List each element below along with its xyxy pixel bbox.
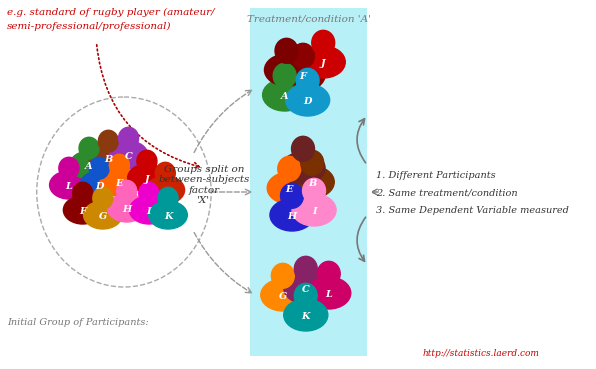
Text: J: J (321, 59, 325, 68)
Circle shape (278, 156, 301, 181)
Text: B: B (308, 179, 316, 188)
Text: L: L (66, 182, 72, 191)
Text: A: A (85, 162, 93, 171)
Ellipse shape (89, 144, 128, 172)
Ellipse shape (284, 272, 328, 304)
Circle shape (291, 136, 315, 161)
Text: D: D (95, 182, 104, 191)
Text: A: A (281, 92, 288, 101)
Text: F: F (79, 207, 86, 216)
Ellipse shape (107, 194, 146, 222)
Circle shape (158, 187, 178, 209)
Circle shape (59, 157, 79, 179)
Text: K: K (302, 312, 310, 321)
Ellipse shape (285, 84, 330, 116)
Ellipse shape (83, 201, 122, 229)
Circle shape (89, 157, 109, 179)
Circle shape (139, 182, 159, 204)
Circle shape (281, 183, 303, 208)
Text: K: K (164, 212, 172, 221)
Circle shape (275, 38, 298, 63)
Text: Initial Group of Participants:: Initial Group of Participants: (7, 318, 149, 327)
Ellipse shape (281, 59, 325, 91)
Circle shape (296, 68, 319, 93)
Text: C: C (125, 152, 132, 161)
Ellipse shape (128, 164, 166, 192)
Ellipse shape (80, 171, 119, 199)
Circle shape (109, 154, 129, 176)
Circle shape (301, 150, 324, 175)
Ellipse shape (281, 152, 325, 184)
Text: D: D (303, 97, 312, 106)
Circle shape (303, 178, 325, 203)
Ellipse shape (49, 171, 88, 199)
Circle shape (117, 180, 136, 202)
Ellipse shape (301, 46, 345, 78)
Circle shape (93, 187, 113, 209)
Circle shape (291, 43, 315, 68)
Text: I: I (147, 207, 151, 216)
Circle shape (155, 162, 175, 184)
Text: E: E (285, 185, 293, 194)
Ellipse shape (267, 172, 311, 204)
Text: H: H (122, 205, 131, 214)
Ellipse shape (63, 196, 102, 224)
Ellipse shape (109, 141, 148, 169)
Ellipse shape (290, 166, 334, 198)
Text: 3. Same Dependent Variable measured: 3. Same Dependent Variable measured (377, 206, 569, 214)
Ellipse shape (292, 194, 336, 226)
Text: F: F (300, 72, 306, 81)
Circle shape (294, 256, 317, 281)
Circle shape (137, 150, 157, 172)
Text: B: B (104, 155, 113, 164)
Circle shape (271, 263, 294, 288)
Circle shape (98, 130, 119, 152)
Circle shape (317, 261, 340, 286)
Text: J: J (145, 175, 149, 184)
Ellipse shape (129, 196, 168, 224)
Ellipse shape (307, 277, 351, 309)
Text: Groups split on
between-subjects
factor
'X': Groups split on between-subjects factor … (158, 165, 250, 205)
Ellipse shape (100, 168, 139, 196)
Text: H: H (287, 212, 297, 221)
Ellipse shape (149, 201, 187, 229)
Ellipse shape (261, 279, 305, 311)
Text: G: G (99, 212, 107, 221)
Circle shape (312, 30, 335, 55)
Text: 2. Same treatment/condition: 2. Same treatment/condition (377, 189, 518, 197)
Text: I: I (312, 207, 316, 216)
Ellipse shape (265, 54, 309, 86)
Text: e.g. standard of rugby player (amateur/: e.g. standard of rugby player (amateur/ (7, 8, 215, 17)
Text: E: E (116, 179, 123, 188)
Circle shape (73, 182, 92, 204)
Circle shape (119, 127, 139, 149)
Ellipse shape (70, 151, 108, 179)
Text: L: L (325, 290, 332, 299)
Text: Treatment/condition 'A': Treatment/condition 'A' (247, 14, 371, 23)
Text: http://statistics.laerd.com: http://statistics.laerd.com (423, 349, 540, 358)
Circle shape (79, 137, 99, 159)
Ellipse shape (270, 199, 314, 231)
Ellipse shape (146, 176, 185, 204)
Ellipse shape (284, 299, 328, 331)
Text: 1. Different Participants: 1. Different Participants (377, 170, 496, 179)
Circle shape (294, 283, 317, 308)
FancyBboxPatch shape (250, 8, 367, 356)
Ellipse shape (263, 79, 307, 111)
Text: semi-professional/professional): semi-professional/professional) (7, 22, 172, 31)
Text: G: G (279, 292, 287, 301)
Circle shape (273, 63, 296, 88)
Text: C: C (302, 285, 310, 294)
